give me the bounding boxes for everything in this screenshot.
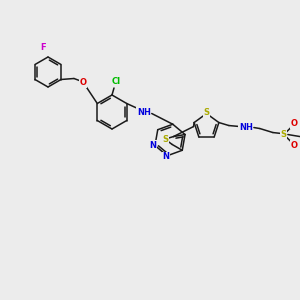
Text: S: S (203, 108, 209, 117)
Text: O: O (290, 141, 297, 150)
Text: Cl: Cl (111, 76, 121, 85)
Text: F: F (40, 44, 46, 52)
Text: S: S (162, 135, 168, 144)
Text: N: N (149, 141, 157, 150)
Text: O: O (290, 119, 297, 128)
Text: NH: NH (239, 123, 253, 132)
Text: S: S (281, 130, 287, 139)
Text: N: N (163, 152, 170, 161)
Text: NH: NH (137, 108, 151, 117)
Text: O: O (80, 78, 86, 87)
